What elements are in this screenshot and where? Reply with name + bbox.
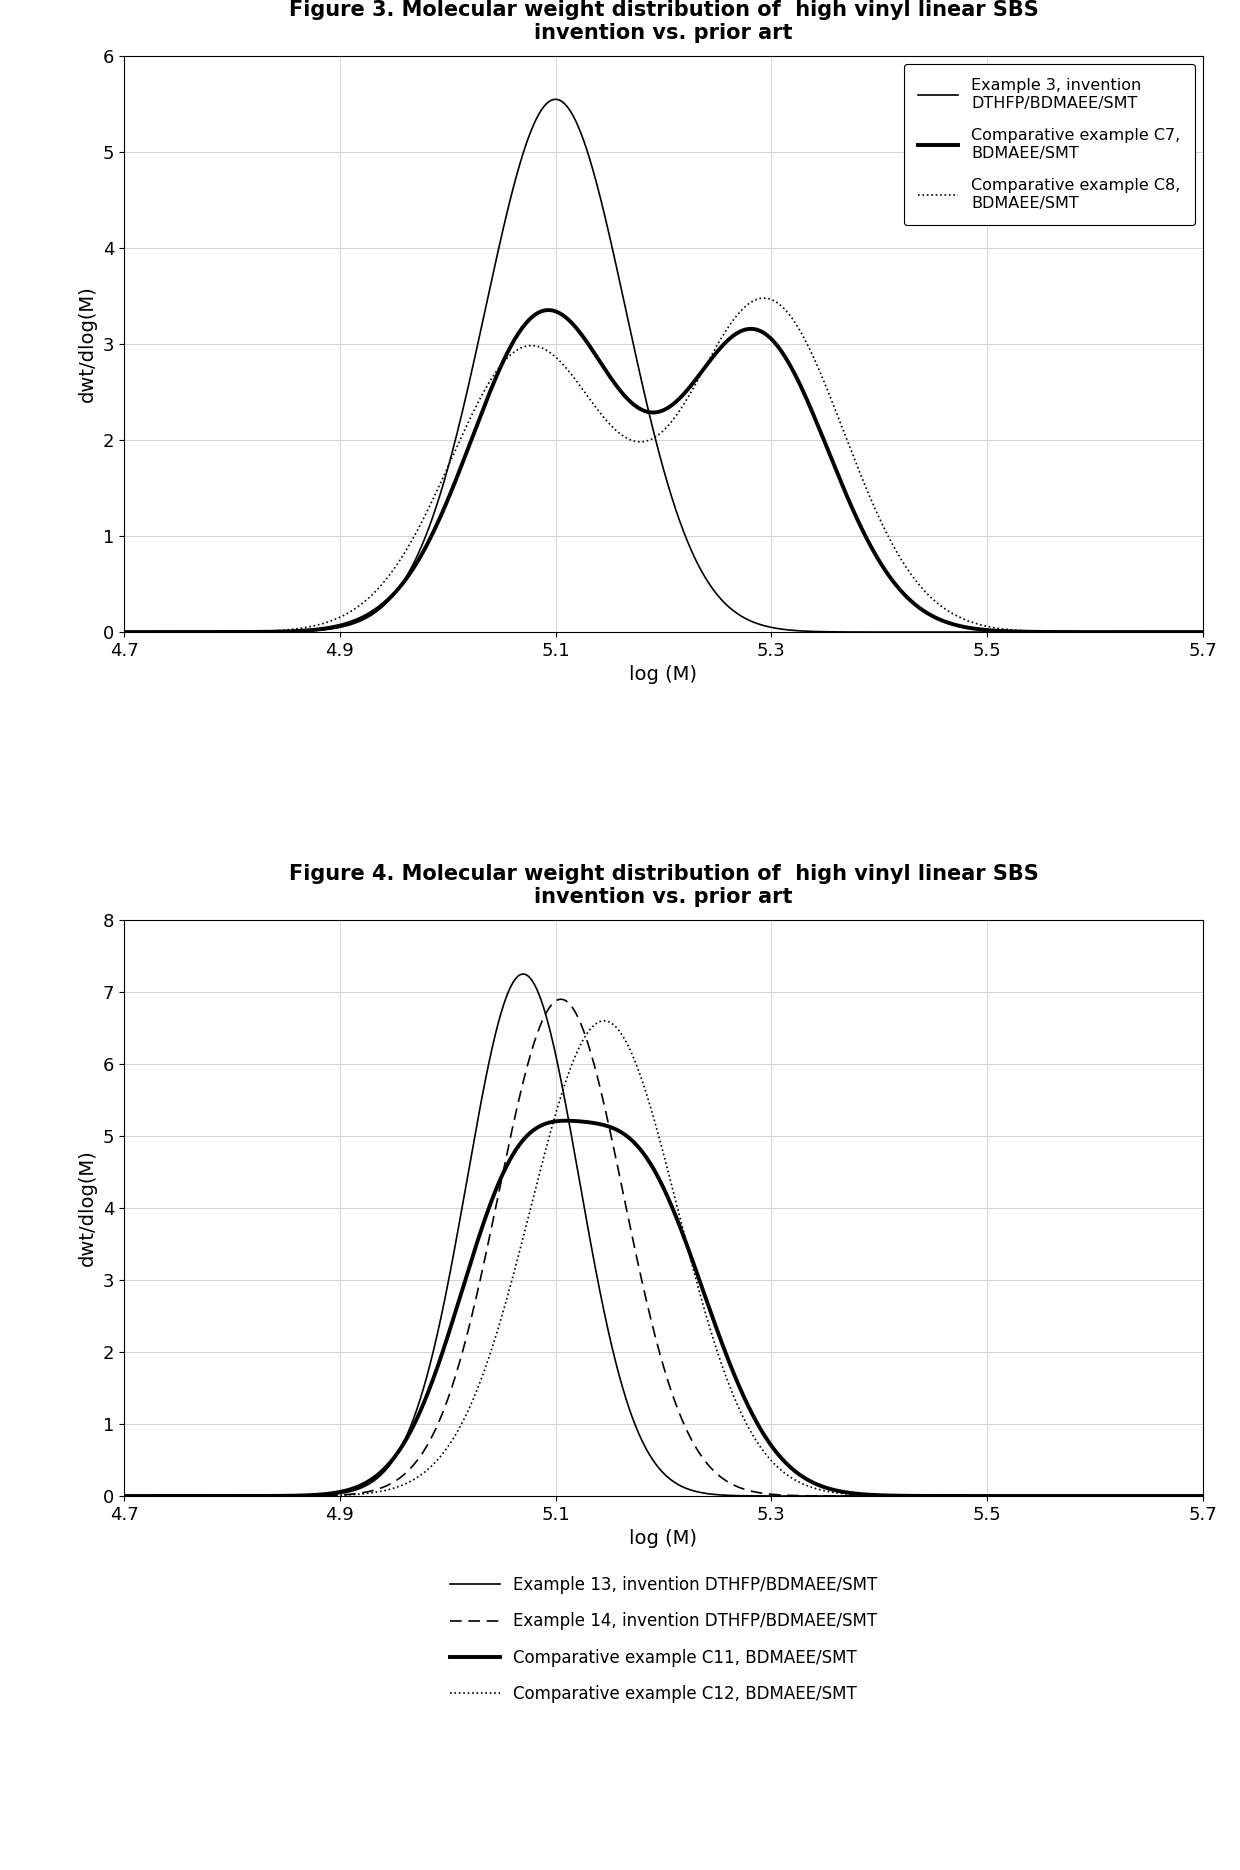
Legend: Example 13, invention DTHFP/BDMAEE/SMT, Example 14, invention DTHFP/BDMAEE/SMT, : Example 13, invention DTHFP/BDMAEE/SMT, … <box>434 1561 893 1719</box>
X-axis label: log (M): log (M) <box>630 1530 697 1548</box>
Y-axis label: dwt/dlog(M): dwt/dlog(M) <box>78 286 97 402</box>
Y-axis label: dwt/dlog(M): dwt/dlog(M) <box>78 1150 97 1266</box>
Title: Figure 3. Molecular weight distribution of  high vinyl linear SBS
invention vs. : Figure 3. Molecular weight distribution … <box>289 0 1038 43</box>
Title: Figure 4. Molecular weight distribution of  high vinyl linear SBS
invention vs. : Figure 4. Molecular weight distribution … <box>289 864 1038 907</box>
Legend: Example 3, invention
DTHFP/BDMAEE/SMT, Comparative example C7,
BDMAEE/SMT, Compa: Example 3, invention DTHFP/BDMAEE/SMT, C… <box>904 64 1195 224</box>
X-axis label: log (M): log (M) <box>630 666 697 684</box>
